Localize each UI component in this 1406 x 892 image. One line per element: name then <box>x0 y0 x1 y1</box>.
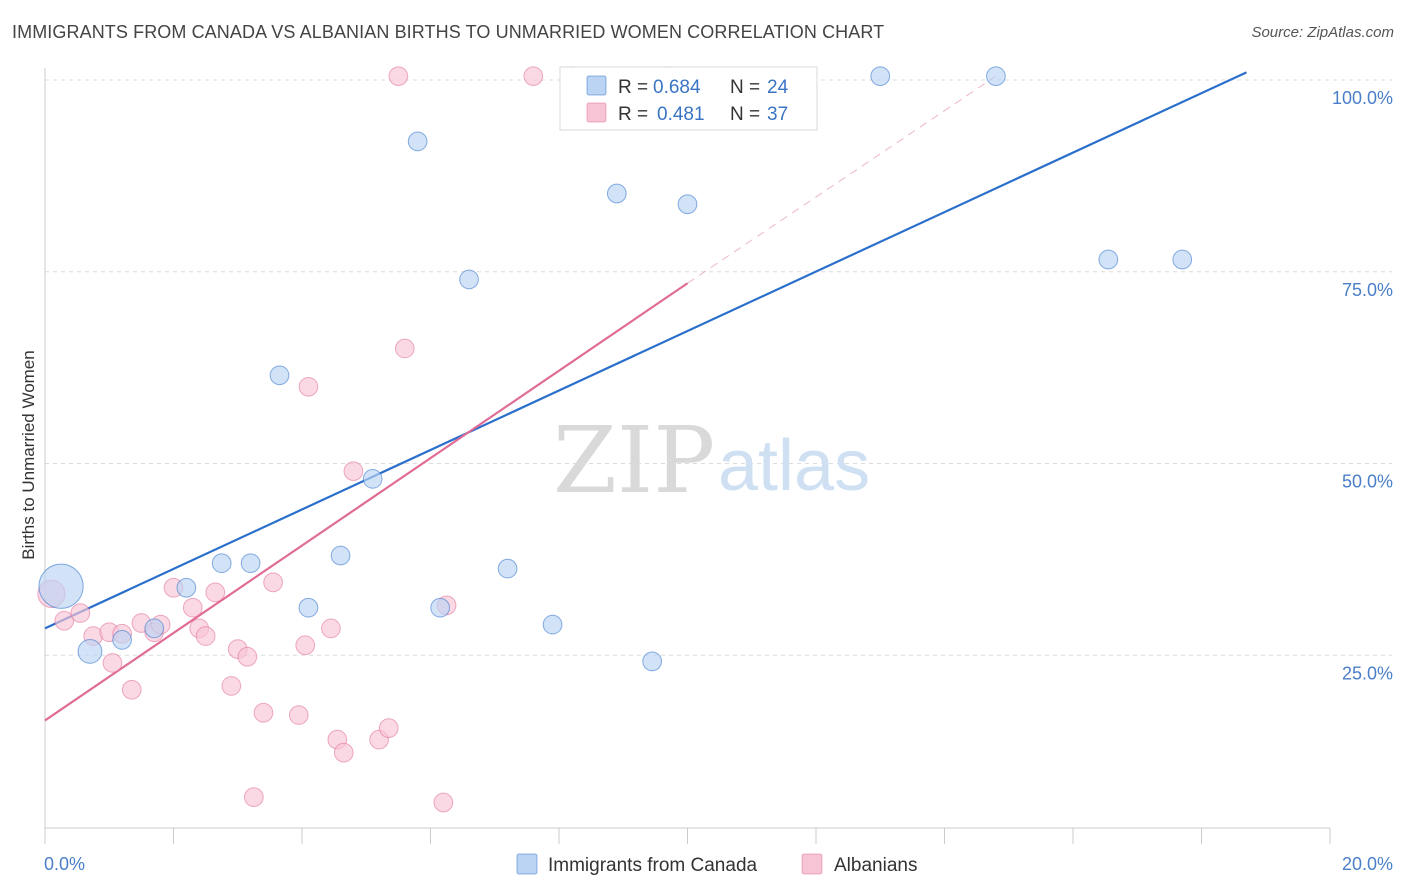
trend-extension-albanians <box>687 75 997 284</box>
canada-point <box>112 630 132 650</box>
legend-swatch-albanians <box>586 102 607 123</box>
series-legend-swatch-canada <box>516 853 538 875</box>
canada-point <box>240 553 261 574</box>
albanians-point <box>343 461 364 482</box>
albanians-point <box>237 646 258 667</box>
x-tick-label: 0.0% <box>44 854 85 874</box>
x-tick-labels: 0.0% 20.0% <box>44 854 1393 874</box>
canada-point <box>1172 249 1193 270</box>
albanians-point <box>243 787 264 807</box>
albanians-point <box>195 626 216 646</box>
canada-point <box>986 66 1006 87</box>
albanians-point <box>205 582 226 603</box>
axes <box>44 68 1331 844</box>
albanians-point <box>121 679 142 700</box>
source-credit: Source: ZipAtlas.com <box>1251 24 1394 41</box>
x-tick-label: 20.0% <box>1342 854 1393 874</box>
albanians-point <box>333 742 354 763</box>
canada-point <box>642 651 663 672</box>
data-points <box>37 66 1193 813</box>
legend-r-label-albanians: R = <box>618 104 648 125</box>
albanians-point <box>378 718 399 738</box>
trend-lines <box>44 71 1247 722</box>
albanians-point <box>523 66 544 87</box>
legend-n-label-canada: N = <box>730 77 760 98</box>
canada-point <box>362 468 383 489</box>
albanians-point <box>288 705 309 725</box>
legend-r-albanians: 0.481 <box>657 104 705 125</box>
canada-point <box>144 618 165 639</box>
albanians-point <box>221 676 242 696</box>
legend-n-albanians: 37 <box>767 104 788 125</box>
canada-point <box>677 194 698 215</box>
series-legend-swatch-albanians <box>801 853 823 875</box>
watermark-zip: ZIP <box>553 407 715 514</box>
albanians-point <box>54 610 75 631</box>
legend-r-label-canada: R = <box>618 77 648 98</box>
albanians-point <box>295 635 316 656</box>
legend-swatch-canada <box>586 75 607 96</box>
canada-point <box>1098 249 1119 270</box>
canada-point <box>298 597 319 618</box>
albanians-point <box>388 66 409 87</box>
series-legend-canada: Immigrants from Canada <box>548 855 758 876</box>
canada-point <box>497 558 518 579</box>
y-tick-label: 75.0% <box>1342 280 1393 300</box>
stats-legend: R = 0.684 N = 24 R = 0.481 N = 37 <box>559 66 818 131</box>
trend-line-canada <box>44 71 1247 630</box>
gridlines <box>45 79 1392 656</box>
canada-point <box>407 131 428 152</box>
watermark-atlas: atlas <box>718 426 870 506</box>
albanians-point <box>263 572 283 593</box>
albanians-point <box>182 597 203 618</box>
y-tick-labels: 25.0% 50.0% 75.0% 100.0% <box>1332 88 1393 683</box>
series-legend: Immigrants from Canada Albanians <box>516 853 917 876</box>
legend-r-canada: 0.684 <box>653 77 701 98</box>
canada-point <box>269 365 290 386</box>
canada-point <box>77 639 103 664</box>
canada-point <box>38 563 84 609</box>
y-tick-label: 50.0% <box>1342 472 1393 492</box>
canada-point <box>542 614 563 635</box>
canada-point <box>430 597 450 618</box>
watermark: ZIP atlas <box>553 407 870 514</box>
legend-n-canada: 24 <box>767 77 789 98</box>
canada-point <box>330 545 351 566</box>
legend-n-label-albanians: N = <box>730 104 760 125</box>
albanians-point <box>433 792 454 813</box>
albanians-point <box>321 618 341 639</box>
canada-point <box>870 66 891 87</box>
albanians-point <box>253 702 274 723</box>
albanians-point <box>394 338 415 359</box>
y-tick-label: 25.0% <box>1342 663 1393 683</box>
chart-title: IMMIGRANTS FROM CANADA VS ALBANIAN BIRTH… <box>12 22 885 42</box>
canada-point <box>211 553 232 574</box>
albanians-point <box>298 376 319 397</box>
y-axis-label: Births to Unmarried Women <box>19 350 38 559</box>
y-tick-label: 100.0% <box>1332 88 1393 108</box>
series-legend-albanians: Albanians <box>834 855 917 876</box>
canada-point <box>459 269 479 290</box>
canada-point <box>176 577 197 598</box>
albanians-point <box>102 653 123 673</box>
canada-point <box>606 183 627 204</box>
albanians-point <box>70 603 91 623</box>
trend-line-albanians <box>44 282 689 722</box>
